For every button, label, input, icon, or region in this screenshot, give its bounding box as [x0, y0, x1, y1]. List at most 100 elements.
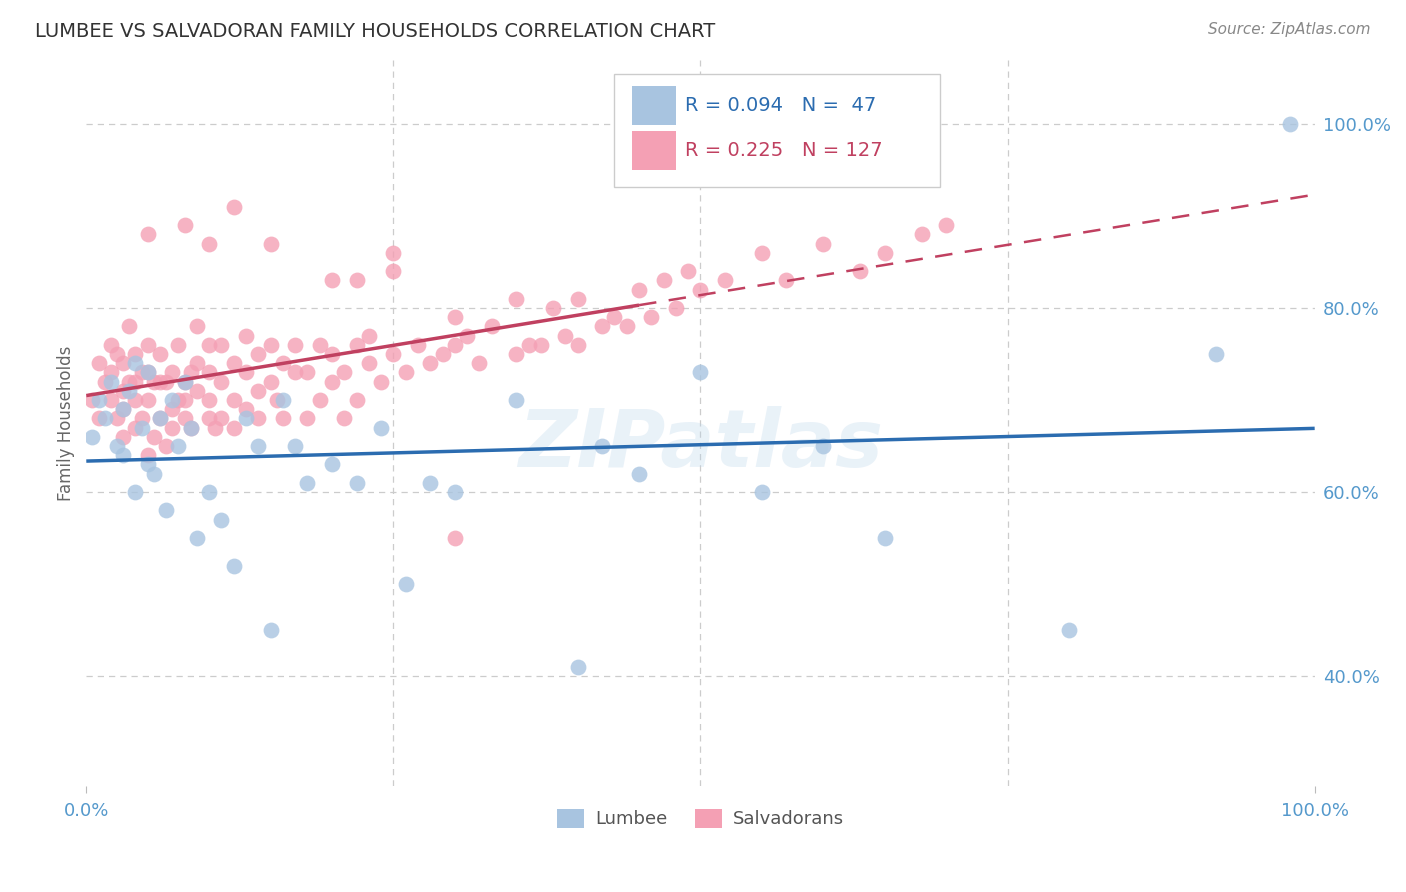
Point — [87, 356, 110, 370]
Point — [505, 292, 527, 306]
Point — [665, 301, 688, 315]
Point — [100, 375, 122, 389]
Point — [259, 236, 281, 251]
Point — [162, 366, 184, 380]
FancyBboxPatch shape — [614, 74, 941, 186]
Point — [222, 356, 245, 370]
Point — [173, 375, 195, 389]
Point — [382, 245, 405, 260]
Point — [149, 347, 172, 361]
Point — [271, 392, 294, 407]
Point — [910, 227, 932, 242]
Point — [284, 439, 307, 453]
Point — [714, 273, 737, 287]
Point — [235, 328, 257, 343]
Point — [554, 328, 576, 343]
Point — [186, 531, 208, 545]
Point — [162, 420, 184, 434]
Point — [124, 356, 146, 370]
Point — [186, 319, 208, 334]
Point — [346, 475, 368, 490]
Point — [259, 623, 281, 637]
Point — [198, 236, 221, 251]
Point — [209, 375, 232, 389]
Point — [247, 347, 270, 361]
Point — [173, 375, 195, 389]
Point — [167, 439, 190, 453]
Point — [162, 392, 184, 407]
Point — [209, 411, 232, 425]
Point — [406, 338, 429, 352]
Point — [167, 338, 190, 352]
Point — [198, 338, 221, 352]
Point — [419, 356, 441, 370]
Point — [186, 356, 208, 370]
Point — [603, 310, 626, 325]
Point — [1279, 117, 1302, 131]
Point — [136, 338, 159, 352]
Point — [118, 384, 141, 398]
Point — [105, 411, 128, 425]
Point — [505, 392, 527, 407]
Point — [105, 439, 128, 453]
Point — [173, 392, 195, 407]
Point — [136, 366, 159, 380]
Point — [162, 402, 184, 417]
Point — [321, 458, 343, 472]
Point — [100, 338, 122, 352]
Point — [112, 384, 135, 398]
Point — [222, 200, 245, 214]
Point — [813, 236, 835, 251]
Point — [180, 366, 202, 380]
Point — [616, 319, 638, 334]
Point — [284, 366, 307, 380]
Text: R = 0.094   N =  47: R = 0.094 N = 47 — [685, 96, 876, 115]
Point — [198, 392, 221, 407]
Point — [1057, 623, 1080, 637]
Point — [247, 411, 270, 425]
FancyBboxPatch shape — [631, 86, 676, 125]
Point — [259, 338, 281, 352]
Point — [136, 227, 159, 242]
Point — [370, 375, 392, 389]
Point — [118, 319, 141, 334]
Point — [873, 531, 896, 545]
Y-axis label: Family Households: Family Households — [58, 345, 75, 500]
Point — [136, 392, 159, 407]
Point — [321, 375, 343, 389]
Point — [357, 328, 380, 343]
Point — [100, 366, 122, 380]
Point — [93, 411, 115, 425]
Text: Source: ZipAtlas.com: Source: ZipAtlas.com — [1208, 22, 1371, 37]
Point — [370, 420, 392, 434]
Point — [142, 430, 165, 444]
Point — [149, 411, 172, 425]
Text: LUMBEE VS SALVADORAN FAMILY HOUSEHOLDS CORRELATION CHART: LUMBEE VS SALVADORAN FAMILY HOUSEHOLDS C… — [35, 22, 716, 41]
Point — [198, 411, 221, 425]
Point — [87, 411, 110, 425]
Point — [167, 392, 190, 407]
Point — [105, 347, 128, 361]
Point — [112, 356, 135, 370]
Point — [149, 375, 172, 389]
Point — [382, 264, 405, 278]
Point — [131, 411, 153, 425]
Point — [297, 475, 319, 490]
Point — [173, 218, 195, 232]
Point — [813, 439, 835, 453]
Legend: Lumbee, Salvadorans: Lumbee, Salvadorans — [550, 802, 851, 836]
Point — [136, 366, 159, 380]
Point — [346, 338, 368, 352]
Point — [676, 264, 699, 278]
Point — [180, 420, 202, 434]
Point — [93, 375, 115, 389]
Point — [247, 384, 270, 398]
Point — [136, 448, 159, 462]
Point — [266, 392, 288, 407]
Point — [775, 273, 797, 287]
Point — [209, 513, 232, 527]
Point — [131, 366, 153, 380]
Point — [333, 411, 356, 425]
Point — [346, 392, 368, 407]
Point — [259, 375, 281, 389]
